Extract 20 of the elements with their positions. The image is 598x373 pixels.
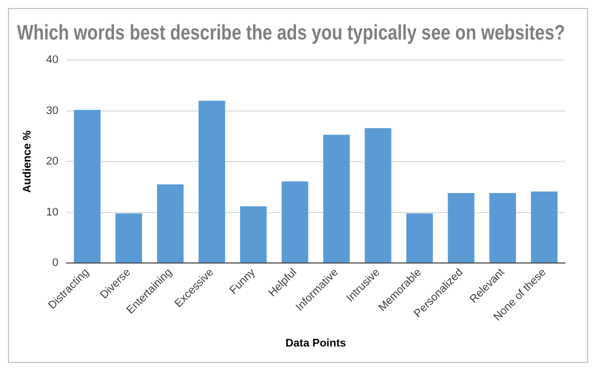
y-axis-title: Audience %: [22, 130, 34, 193]
bar: [282, 181, 308, 263]
y-tick-label: 40: [46, 54, 58, 66]
bar: [74, 110, 101, 263]
chart-title: Which words best describe the ads you typically see on websites?: [17, 22, 565, 45]
x-axis-title: Data Points: [285, 337, 346, 350]
y-tick-label: 20: [46, 156, 58, 168]
bar: [406, 213, 433, 263]
bar: [198, 100, 226, 263]
bar: [489, 193, 516, 263]
bar: [364, 128, 392, 263]
bar: [530, 192, 558, 263]
bar: [240, 206, 267, 263]
y-tick-label: 0: [52, 257, 58, 270]
bar: [323, 134, 350, 263]
y-tick-label: 10: [46, 206, 58, 218]
y-tick-label: 30: [46, 104, 58, 117]
bar: [157, 184, 184, 263]
bar: [448, 193, 474, 263]
bar: [115, 213, 142, 263]
